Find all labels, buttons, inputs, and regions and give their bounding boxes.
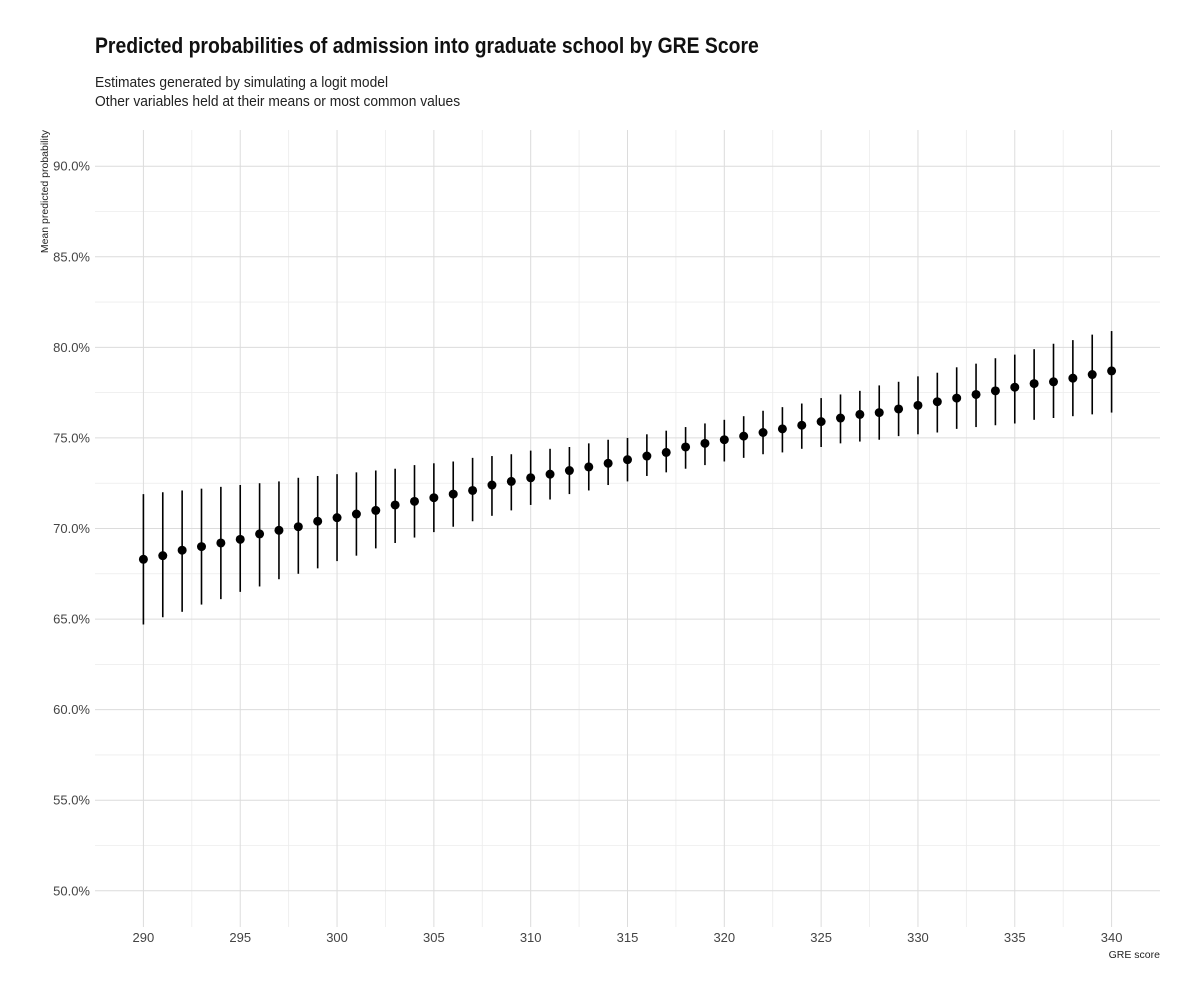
data-series [138,331,1117,625]
y-tick-label: 60.0% [53,702,90,717]
data-point [235,534,245,544]
data-point [351,509,361,519]
data-point [332,513,342,523]
chart-subtitle: Estimates generated by simulating a logi… [95,73,460,111]
data-point [623,455,632,465]
data-point [216,538,226,548]
y-tick-label: 65.0% [53,612,90,627]
data-point [429,493,439,503]
data-point [1087,370,1097,380]
data-point [913,400,923,410]
data-point [952,393,962,403]
data-point [932,397,942,407]
data-point [1029,379,1039,389]
data-point [293,522,303,532]
y-tick-label: 50.0% [53,883,90,898]
x-tick-label: 290 [133,930,155,945]
y-axis-tick-labels: 50.0% 55.0% 60.0% 65.0% 70.0% 75.0% 80.0% 85.0%… [53,159,90,899]
x-axis-title: GRE score [1109,949,1161,961]
x-tick-label: 305 [423,930,445,945]
y-tick-label: 75.0% [53,430,90,445]
data-point [739,431,749,441]
subtitle-line-1: Estimates generated by simulating a logi… [95,74,389,91]
x-tick-label: 330 [907,930,929,945]
x-tick-label: 335 [1004,930,1026,945]
data-point [448,489,458,499]
x-tick-label: 325 [810,930,832,945]
data-point [564,466,574,476]
data-point [1010,382,1020,392]
data-point [1107,366,1117,376]
data-point [487,480,497,490]
data-point [390,500,400,510]
data-point [719,435,729,445]
data-point [545,469,555,479]
data-point [138,554,148,564]
x-tick-label: 340 [1101,930,1123,945]
data-point [816,417,826,427]
data-point [661,447,671,457]
data-point [371,505,381,515]
data-point [700,438,710,448]
data-point [584,462,594,472]
data-point [177,545,187,555]
data-point [506,476,516,486]
chart-title: Predicted probabilities of admission int… [95,33,759,58]
data-point [197,542,206,552]
data-point [468,485,478,495]
data-point [526,473,536,483]
x-tick-label: 295 [229,930,251,945]
data-point [313,516,323,526]
data-point [777,424,787,434]
data-point [797,420,807,430]
y-tick-label: 70.0% [53,521,90,536]
data-point [255,529,265,539]
data-point [1049,377,1058,387]
data-point [894,404,904,414]
x-axis-tick-labels: 290 295 300 305 310 315 320 325 330 335 340 [133,930,1123,945]
data-point [971,389,981,399]
data-point [603,458,613,468]
x-tick-label: 315 [617,930,639,945]
data-point [681,442,691,452]
grid-lines [95,130,1160,927]
x-tick-label: 320 [713,930,735,945]
x-tick-label: 300 [326,930,348,945]
subtitle-line-2: Other variables held at their means or m… [95,93,461,110]
y-axis-title: Mean predicted probability [39,129,51,253]
data-point [758,427,768,437]
data-point [274,525,284,535]
data-point [410,496,419,506]
data-point [855,409,865,419]
data-point [874,408,884,418]
data-point [642,451,652,461]
y-tick-label: 85.0% [53,249,90,264]
data-point [990,386,1000,396]
data-point [836,413,845,423]
x-tick-label: 310 [520,930,542,945]
y-tick-label: 80.0% [53,340,90,355]
y-tick-label: 55.0% [53,793,90,808]
data-point [1068,373,1078,383]
y-tick-label: 90.0% [53,159,90,174]
data-point [158,551,168,561]
